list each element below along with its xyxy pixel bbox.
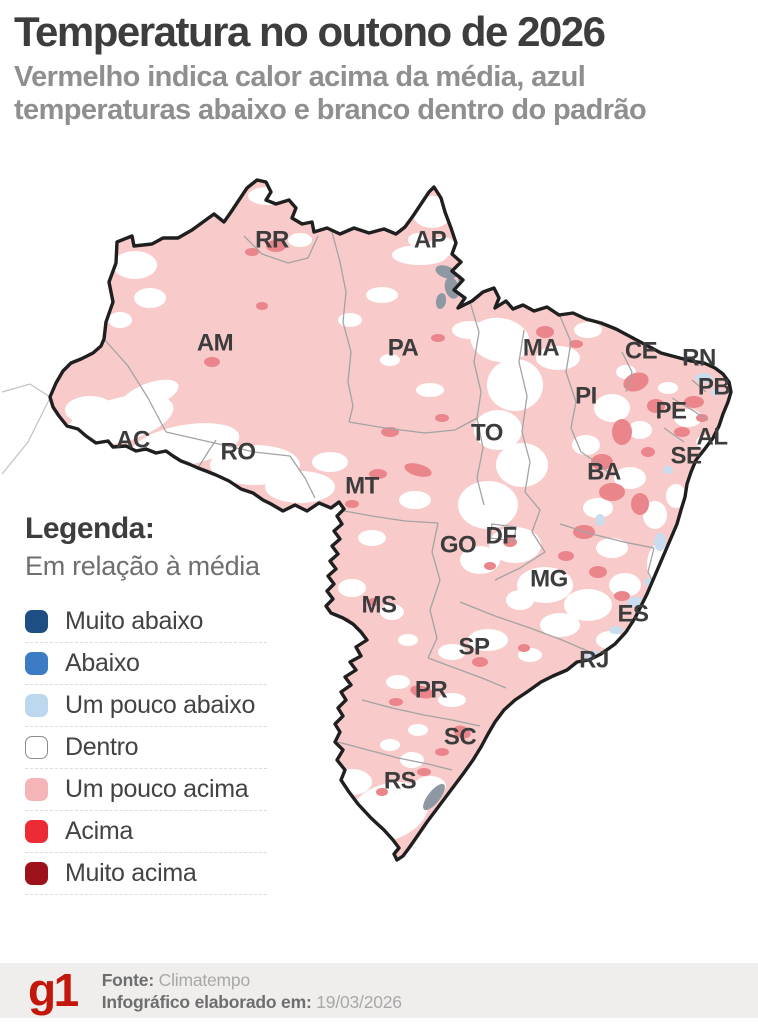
state-label-PI: PI — [575, 383, 597, 410]
legend-separator — [25, 642, 267, 643]
state-label-PB: PB — [698, 374, 731, 401]
legend-item-um-pouco-abaixo: Um pouco abaixo — [25, 691, 267, 719]
legend-item-label: Muito abaixo — [65, 607, 204, 635]
legend-swatch-acima — [25, 820, 48, 843]
legend-item-um-pouco-acima: Um pouco acima — [25, 775, 267, 803]
footer-source-line: Fonte: Climatempo — [102, 969, 402, 991]
state-label-MG: MG — [530, 566, 568, 593]
state-label-AP: AP — [414, 227, 447, 254]
legend-item-dentro: Dentro — [25, 733, 267, 761]
state-label-PA: PA — [388, 335, 419, 362]
legend-separator — [25, 726, 267, 727]
map-texture-acima — [204, 240, 708, 796]
state-label-GO: GO — [440, 532, 476, 559]
legend-item-label: Um pouco acima — [65, 775, 249, 803]
legend-swatch-muito-acima — [25, 862, 48, 885]
state-borders — [103, 231, 709, 771]
state-label-ES: ES — [617, 601, 649, 628]
header: Temperatura no outono de 2026 Vermelho i… — [14, 8, 748, 126]
date-value: 19/03/2026 — [316, 991, 402, 1012]
state-label-MA: MA — [523, 335, 559, 362]
legend: Legenda: Em relação à média Muito abaixo… — [25, 512, 267, 903]
legend-item-label: Um pouco abaixo — [65, 691, 256, 719]
state-label-RN: RN — [682, 345, 716, 372]
state-label-RS: RS — [384, 768, 417, 795]
state-label-PR: PR — [415, 677, 448, 704]
legend-item-muito-acima: Muito acima — [25, 859, 267, 887]
state-label-RJ: RJ — [579, 647, 609, 674]
state-label-CE: CE — [625, 338, 658, 365]
legend-separator — [25, 768, 267, 769]
state-label-MS: MS — [362, 592, 397, 619]
footer-credits: Fonte: Climatempo Infográfico elaborado … — [102, 969, 402, 1013]
legend-item-acima: Acima — [25, 817, 267, 845]
g1-logo: g1 — [28, 963, 79, 1016]
state-label-AM: AM — [197, 330, 233, 357]
date-label: Infográfico elaborado em: — [101, 991, 312, 1012]
page-subtitle: Vermelho indica calor acima da média, az… — [14, 61, 647, 126]
legend-swatch-dentro — [25, 736, 48, 759]
legend-swatch-um-pouco-acima — [25, 778, 48, 801]
legend-item-abaixo: Abaixo — [25, 649, 267, 677]
legend-items: Muito abaixo Abaixo Um pouco abaixo Dentro U… — [25, 607, 267, 895]
state-label-SE: SE — [670, 443, 702, 470]
state-label-BA: BA — [587, 459, 621, 486]
neighbor-borders — [1, 383, 51, 475]
legend-separator — [25, 810, 267, 811]
state-label-RO: RO — [221, 439, 256, 466]
source-value: Climatempo — [158, 969, 251, 990]
state-label-TO: TO — [471, 420, 503, 447]
page-title: Temperatura no outono de 2026 — [14, 8, 606, 55]
legend-subheading: Em relação à média — [25, 551, 260, 581]
legend-item-label: Abaixo — [65, 649, 140, 677]
legend-heading: Legenda: — [25, 512, 155, 545]
state-label-SP: SP — [458, 634, 490, 661]
state-label-DF: DF — [486, 523, 517, 550]
state-label-MT: MT — [345, 473, 379, 500]
map-texture-dentro — [65, 187, 716, 842]
state-label-SC: SC — [444, 724, 477, 751]
legend-item-label: Muito acima — [65, 859, 197, 887]
legend-separator — [25, 684, 267, 685]
footer-bar: g1 Fonte: Climatempo Infográfico elabora… — [0, 963, 758, 1018]
legend-separator — [25, 894, 267, 895]
legend-item-label: Acima — [65, 817, 133, 845]
legend-item-label: Dentro — [65, 733, 139, 761]
legend-swatch-muito-abaixo — [25, 610, 48, 633]
footer-date-line: Infográfico elaborado em: 19/03/2026 — [102, 991, 402, 1013]
source-label: Fonte: — [101, 969, 154, 990]
legend-swatch-abaixo — [25, 652, 48, 675]
state-label-PE: PE — [655, 398, 687, 425]
legend-separator — [25, 852, 267, 853]
state-label-RR: RR — [255, 227, 289, 254]
state-label-AL: AL — [697, 424, 728, 451]
legend-item-muito-abaixo: Muito abaixo — [25, 607, 267, 635]
legend-swatch-um-pouco-abaixo — [25, 694, 48, 717]
state-label-AC: AC — [116, 427, 150, 454]
